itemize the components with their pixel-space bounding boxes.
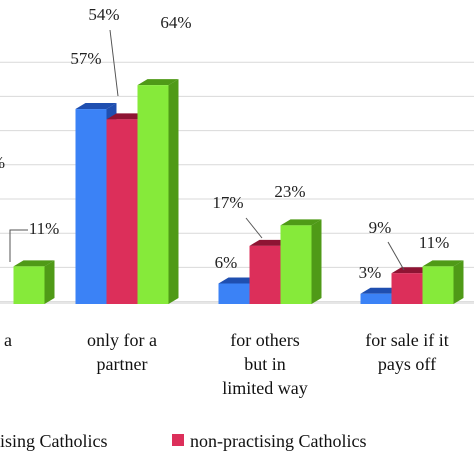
leader-lines [9,29,405,271]
bar-front [360,293,392,304]
bar-side [168,79,179,305]
bar-side [311,219,322,304]
legend-entry-practising: ising Catholics [0,431,108,451]
bar-top [280,219,322,226]
bar-front [280,225,312,304]
bar-1-2 [137,79,179,305]
category-labels: a only for a partner for others but in limite… [4,330,449,398]
bar-top [13,260,55,267]
data-label-2-3: 11% [419,233,450,252]
bar-top [422,260,464,267]
bar-front [249,245,281,304]
leader-line-1-1 [109,29,119,97]
bar-top [75,103,117,110]
data-label-0-1: 57% [70,49,101,68]
category-label-3: for sale if it pays off [365,330,448,374]
bar-top [218,277,260,284]
bar-side [44,260,55,304]
legend-swatch-non-practising [172,434,184,446]
legend: ising Catholics non-practising Catholics [0,431,366,451]
data-label-1-2: 17% [212,193,243,212]
data-label-1-3: 9% [369,218,392,237]
bar-front [106,119,138,304]
bar-top [391,267,433,274]
bar-top [360,287,402,294]
bar-front [75,109,107,304]
legend-entry-non-practising: non-practising Catholics [190,431,366,451]
data-label-0-0: % [0,153,5,172]
bars-layer [13,79,464,305]
bar-0-2 [13,260,55,304]
bar-front [391,273,423,304]
data-label-2-2: 23% [274,182,305,201]
category-label-0: a [4,330,12,350]
bar-top [137,79,179,86]
bar-side [453,260,464,304]
data-label-2-0: 11% [29,219,60,238]
bar-top [249,239,291,246]
data-label-1-1: 54% [88,5,119,24]
leader-line-1-2 [245,217,263,239]
bar-2-2 [280,219,322,304]
category-label-1: only for a partner [87,330,157,374]
data-label-2-1: 64% [160,13,191,32]
bar-front [422,266,454,304]
leader-line-2-0 [9,229,28,262]
bar-front [218,283,250,304]
data-labels: % 57% 6% 3% 54% 17% 9% 11% 64% 23% 11% [0,5,449,282]
leader-line-1-3 [387,241,405,271]
bar-top [106,113,148,120]
category-label-2: for others but in limited way [222,330,307,398]
bar-front [13,266,45,304]
bar-3-2 [422,260,464,304]
data-label-0-2: 6% [215,253,238,272]
bar-front [137,85,169,305]
data-label-0-3: 3% [359,263,382,282]
